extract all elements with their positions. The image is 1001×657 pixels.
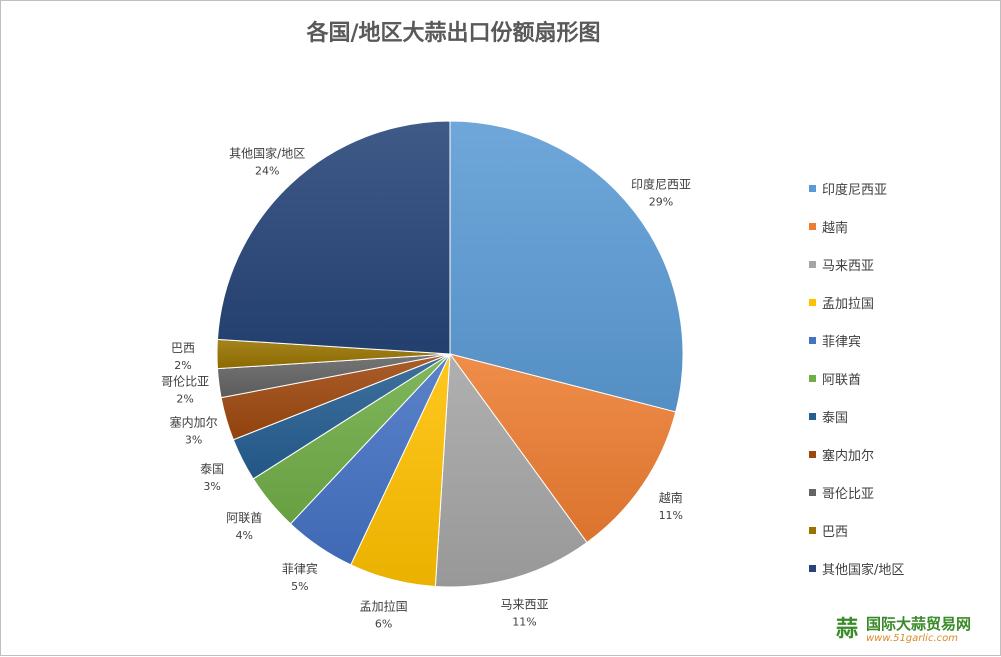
legend-swatch	[809, 412, 816, 420]
legend-label: 印度尼西亚	[822, 182, 888, 198]
slice-value-label: 11%	[512, 615, 536, 628]
garlic-logo-icon: 蒜	[835, 617, 858, 642]
legend-swatch	[809, 488, 816, 496]
slice-value-label: 5%	[291, 580, 308, 593]
legend-label: 孟加拉国	[822, 296, 875, 312]
legend-item: 阿联酋	[809, 359, 904, 397]
watermark-name: 国际大蒜贸易网	[866, 615, 972, 633]
watermark: 蒜 国际大蒜贸易网 www.51garlic.com	[834, 615, 971, 645]
legend-swatch	[809, 260, 816, 268]
slice-value-label: 3%	[185, 434, 202, 447]
slice-value-label: 24%	[255, 164, 279, 177]
legend-label: 其他国家/地区	[822, 562, 905, 578]
slice-label: 巴西	[171, 341, 195, 355]
legend-item: 马来西亚	[809, 245, 904, 283]
chart-title: 各国/地区大蒜出口份额扇形图	[306, 20, 601, 46]
legend-label: 哥伦比亚	[822, 486, 875, 502]
legend-swatch	[809, 298, 816, 306]
legend-item: 其他国家/地区	[809, 549, 904, 587]
legend-swatch	[809, 564, 816, 572]
legend-label: 塞内加尔	[822, 448, 875, 464]
legend: 印度尼西亚越南马来西亚孟加拉国菲律宾阿联酋泰国塞内加尔哥伦比亚巴西其他国家/地区	[809, 169, 904, 587]
legend-item: 菲律宾	[809, 321, 904, 359]
legend-swatch	[809, 222, 816, 230]
legend-item: 越南	[809, 207, 904, 245]
slice-label: 阿联酋	[226, 510, 262, 525]
pie-slice	[449, 120, 684, 413]
legend-label: 越南	[822, 220, 849, 236]
legend-label: 菲律宾	[822, 334, 862, 350]
slice-label: 其他国家/地区	[229, 145, 305, 160]
legend-item: 泰国	[809, 397, 904, 435]
legend-swatch	[809, 336, 816, 344]
legend-label: 马来西亚	[822, 258, 875, 274]
slice-label: 越南	[659, 490, 683, 505]
watermark-url: www.51garlic.com	[866, 633, 958, 644]
legend-item: 巴西	[809, 511, 904, 549]
slice-value-label: 2%	[174, 359, 191, 372]
legend-item: 哥伦比亚	[809, 473, 904, 511]
legend-label: 巴西	[822, 524, 849, 540]
legend-label: 泰国	[822, 410, 849, 426]
legend-label: 阿联酋	[822, 372, 862, 388]
legend-swatch	[809, 450, 816, 458]
legend-swatch	[809, 184, 816, 192]
legend-item: 塞内加尔	[809, 435, 904, 473]
slice-value-label: 3%	[203, 480, 220, 493]
slice-label: 孟加拉国	[360, 599, 408, 614]
legend-item: 印度尼西亚	[809, 169, 904, 207]
legend-swatch	[809, 374, 816, 382]
slice-label: 哥伦比亚	[161, 374, 209, 389]
slice-value-label: 6%	[375, 618, 392, 631]
pie-slice	[216, 120, 451, 355]
pie-slice	[448, 353, 677, 544]
legend-swatch	[809, 526, 816, 534]
slice-value-label: 2%	[176, 393, 193, 406]
slice-value-label: 29%	[649, 195, 673, 208]
slice-label: 印度尼西亚	[631, 176, 691, 191]
slice-label: 菲律宾	[282, 561, 318, 576]
pie-slice	[434, 352, 588, 588]
legend-item: 孟加拉国	[809, 283, 904, 321]
slice-label: 泰国	[200, 462, 224, 476]
slice-label: 塞内加尔	[170, 415, 218, 430]
slice-label: 马来西亚	[500, 597, 548, 611]
slice-value-label: 4%	[236, 529, 253, 542]
slice-value-label: 11%	[659, 509, 683, 522]
